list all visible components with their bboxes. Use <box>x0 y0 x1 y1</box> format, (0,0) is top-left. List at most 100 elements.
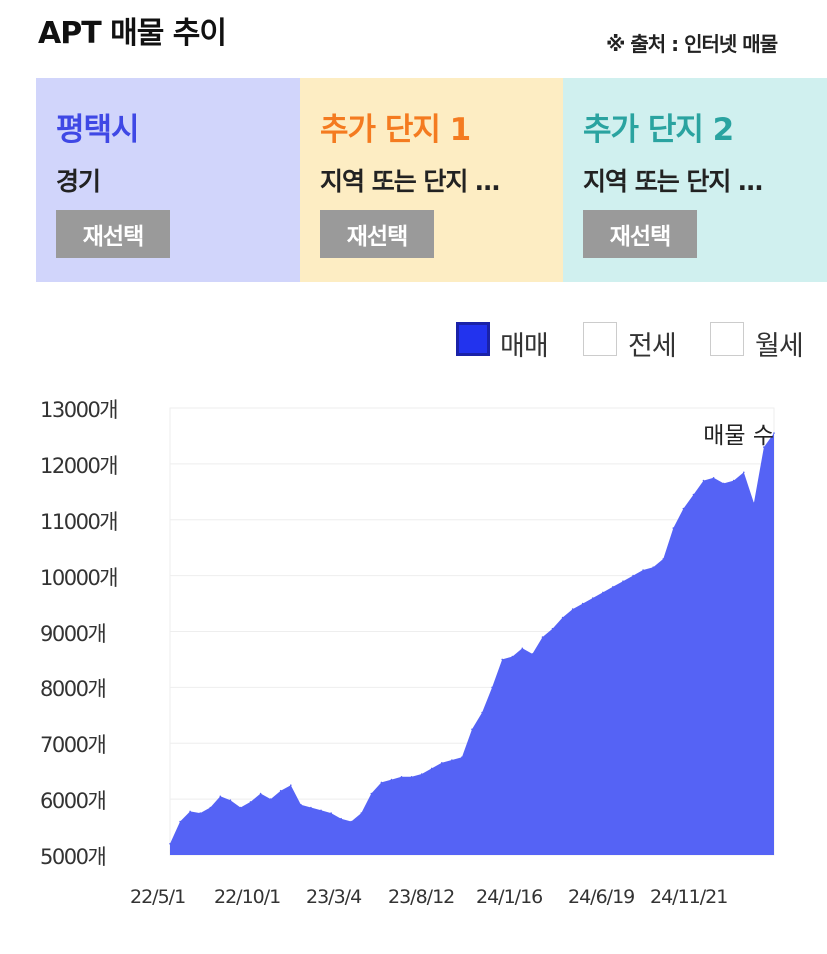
data-point <box>763 446 765 448</box>
data-point <box>501 658 504 661</box>
data-point <box>350 820 353 823</box>
data-point <box>310 806 312 809</box>
y-tick-label: 6000개 <box>40 789 107 814</box>
reselect-button-extra-1[interactable]: 재선택 <box>320 210 434 258</box>
data-point <box>581 602 584 605</box>
data-point <box>682 507 685 510</box>
y-tick-label: 8000개 <box>40 677 107 702</box>
data-point <box>481 711 483 714</box>
data-point <box>239 806 242 809</box>
y-tick-label: 9000개 <box>40 621 107 646</box>
data-point <box>279 789 282 792</box>
x-tick-label: 24/11/21 <box>650 886 728 908</box>
data-point <box>732 479 735 482</box>
data-point <box>249 801 252 803</box>
data-point <box>380 781 383 784</box>
data-point <box>622 580 624 582</box>
data-point <box>652 566 654 568</box>
legend-label-sale: 매매 <box>500 331 549 362</box>
data-point <box>229 799 232 801</box>
data-point <box>632 574 634 577</box>
data-point <box>662 558 665 560</box>
data-point <box>390 778 393 781</box>
y-tick-label: 10000개 <box>40 565 119 590</box>
data-point <box>541 636 544 638</box>
data-point <box>602 591 604 594</box>
x-tick-label: 22/5/1 <box>130 886 186 908</box>
data-point <box>269 798 272 800</box>
source-note: ※ 출처 : 인터넷 매물 <box>606 32 778 56</box>
extra-complex-1-title: 추가 단지 1 <box>320 112 471 148</box>
data-point <box>571 608 574 610</box>
y-tick-label: 12000개 <box>40 453 119 478</box>
data-point <box>360 812 363 814</box>
data-point <box>330 812 332 814</box>
legend-checkbox-monthly[interactable] <box>710 322 744 356</box>
reselect-button-main[interactable]: 재선택 <box>56 210 170 258</box>
legend-label-monthly: 월세 <box>755 331 804 362</box>
data-point <box>400 776 403 778</box>
data-point <box>773 432 775 434</box>
extra-complex-2-placeholder: 지역 또는 단지 … <box>583 167 763 196</box>
data-point <box>642 569 644 571</box>
data-point <box>320 809 322 812</box>
y-tick-label: 7000개 <box>40 733 107 758</box>
data-point <box>461 756 463 758</box>
y-tick-label: 11000개 <box>40 509 119 534</box>
data-point <box>551 627 554 630</box>
data-point <box>199 812 201 814</box>
x-tick-label: 24/1/16 <box>476 886 543 908</box>
reselect-button-extra-2[interactable]: 재선택 <box>583 210 697 258</box>
region-panel-extra-1[interactable]: 추가 단지 1 지역 또는 단지 … 재선택 <box>300 78 563 282</box>
data-point <box>209 806 212 809</box>
data-point <box>471 728 473 731</box>
data-point <box>430 767 433 770</box>
x-tick-label: 22/10/1 <box>214 886 281 908</box>
data-points <box>169 432 775 845</box>
data-point <box>561 616 564 619</box>
data-point <box>189 810 191 813</box>
data-point <box>340 817 342 820</box>
chart-annotation: 매물 수 <box>703 423 774 449</box>
data-point <box>702 479 705 482</box>
data-point <box>491 686 493 689</box>
legend-checkbox-jeonse[interactable] <box>583 322 617 356</box>
legend-label-jeonse: 전세 <box>628 331 677 362</box>
region-panel-main: 평택시 경기 재선택 <box>36 78 300 282</box>
region-name: 평택시 <box>56 112 140 148</box>
listing-count-area <box>170 433 774 855</box>
data-point <box>370 792 373 795</box>
selection-panels: 평택시 경기 재선택 추가 단지 1 지역 또는 단지 … 재선택 추가 단지 … <box>36 78 827 282</box>
y-tick-label: 5000개 <box>40 845 107 869</box>
data-point <box>290 784 292 786</box>
extra-complex-1-placeholder: 지역 또는 단지 … <box>320 167 500 196</box>
y-tick-label: 13000개 <box>40 398 119 422</box>
extra-complex-2-title: 추가 단지 2 <box>583 112 734 148</box>
data-point <box>521 647 524 650</box>
data-point <box>441 762 443 764</box>
data-point <box>672 527 675 529</box>
data-point <box>451 759 453 761</box>
data-point <box>592 597 594 599</box>
data-point <box>692 493 695 496</box>
data-point <box>511 655 514 658</box>
x-tick-label: 23/8/12 <box>388 886 455 908</box>
data-point <box>420 773 423 775</box>
data-point <box>712 477 715 479</box>
data-point <box>169 843 171 845</box>
data-point <box>722 482 725 485</box>
data-point <box>410 776 413 778</box>
region-panel-extra-2[interactable]: 추가 단지 2 지역 또는 단지 … 재선택 <box>563 78 827 282</box>
data-point <box>219 795 222 798</box>
legend-checkbox-sale[interactable] <box>456 322 490 356</box>
x-tick-label: 23/3/4 <box>306 886 362 908</box>
region-sub: 경기 <box>56 167 101 196</box>
data-point <box>531 653 534 655</box>
data-point <box>300 803 302 806</box>
data-point <box>743 471 745 474</box>
x-tick-label: 24/6/19 <box>568 886 635 908</box>
data-point <box>179 820 181 823</box>
data-point <box>753 502 755 504</box>
page-title: APT 매물 추이 <box>38 16 227 51</box>
